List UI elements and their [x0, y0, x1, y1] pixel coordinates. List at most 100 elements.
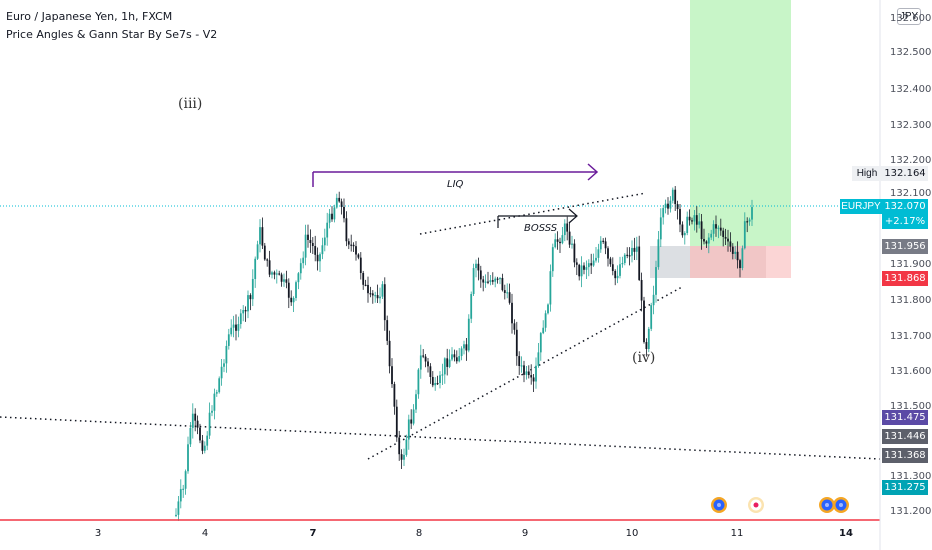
candle-body [328, 213, 331, 223]
candle-body [731, 246, 734, 254]
price-label: 131.500 [890, 401, 932, 412]
candle-body [362, 272, 365, 285]
price-label: 132.200 [890, 155, 932, 166]
candle-body [309, 239, 312, 244]
candle-body [263, 245, 266, 260]
long-trendline[interactable] [0, 416, 881, 460]
candle-body [367, 284, 369, 294]
indicator-title[interactable]: Price Angles & Gann Star By Se7s - V2 [6, 28, 218, 41]
candle-body [237, 324, 240, 331]
high-price-tag: 132.164 [882, 166, 928, 181]
upper-wedge-line[interactable] [419, 192, 647, 235]
candle-body [623, 254, 626, 264]
time-label: 14 [839, 528, 853, 539]
candle-body [477, 263, 480, 271]
candle-body [381, 284, 384, 297]
candle-body [424, 356, 427, 362]
candle-body [201, 440, 204, 451]
candle-body [199, 427, 201, 441]
candle-body [710, 233, 713, 238]
candle-body [494, 278, 497, 282]
stop-zone-edge [766, 246, 791, 278]
candle-body [177, 501, 180, 515]
candle-body [297, 273, 300, 283]
candle-body [599, 240, 602, 250]
candle-body [280, 274, 283, 282]
candle-body [345, 218, 348, 242]
bosss-arrow[interactable] [497, 208, 578, 228]
candle-body [398, 437, 401, 455]
candle-body [559, 241, 561, 244]
candle-body [376, 295, 379, 299]
candle-body [374, 295, 377, 297]
candle-body [537, 352, 540, 366]
candle-body [693, 215, 696, 222]
candle-body [451, 354, 453, 360]
price-label: 132.600 [890, 13, 932, 24]
candle-body [590, 263, 593, 266]
candle-body [383, 284, 386, 321]
candle-body [556, 239, 559, 242]
candle-body [410, 419, 413, 424]
candle-body [657, 239, 660, 268]
liq-label: LIQ [447, 179, 464, 190]
candle-body [659, 217, 662, 240]
candle-body [751, 207, 753, 220]
candle-body [563, 223, 566, 236]
candle-body [573, 243, 576, 263]
high-label: High [852, 166, 882, 181]
candle-body [311, 243, 314, 247]
candle-body [273, 272, 276, 275]
candle-body [604, 241, 607, 249]
candle-body [626, 254, 629, 256]
price-tag: 131.475 [882, 410, 928, 425]
candle-body [647, 328, 650, 350]
liq-arrow[interactable] [312, 163, 599, 187]
currency-button[interactable]: JPY [897, 8, 921, 25]
candle-body [679, 209, 681, 225]
time-label: 8 [415, 528, 423, 539]
candle-body [743, 221, 746, 249]
candle-body [422, 355, 425, 357]
candle-body [518, 356, 521, 366]
candle-body [458, 356, 461, 362]
candle-body [551, 247, 554, 272]
candle-body [741, 248, 744, 269]
candle-body [235, 324, 237, 331]
candle-body [515, 329, 518, 357]
candle-body [664, 203, 667, 209]
candle-body [650, 305, 653, 329]
candle-body [191, 413, 194, 428]
candle-body [549, 271, 552, 305]
candle-body [220, 366, 223, 379]
candle-body [278, 273, 281, 275]
candlestick-series[interactable] [175, 186, 753, 521]
symbol-tag: EURJPY [840, 199, 882, 214]
candle-body [487, 281, 489, 283]
calendar-event-icon[interactable] [819, 497, 835, 513]
calendar-event-icon[interactable] [833, 497, 849, 513]
candle-body [187, 444, 189, 472]
candle-body [225, 345, 228, 364]
candle-body [335, 197, 338, 208]
calendar-event-icon[interactable] [748, 497, 764, 513]
price-label: 132.300 [890, 120, 932, 131]
calendar-event-icon[interactable] [711, 497, 727, 513]
candle-body [343, 206, 345, 219]
candle-body [542, 327, 545, 334]
symbol-title[interactable]: Euro / Japanese Yen, 1h, FXCM [6, 10, 173, 23]
candle-body [340, 201, 343, 207]
candle-body [621, 263, 624, 265]
candle-body [403, 454, 405, 460]
candle-body [523, 365, 525, 375]
candle-body [616, 275, 619, 279]
candle-body [316, 254, 319, 262]
candle-body [275, 273, 278, 275]
candle-body [350, 244, 353, 246]
price-label: 132.400 [890, 84, 932, 95]
time-label: 7 [309, 528, 317, 539]
candle-body [734, 251, 737, 254]
candle-body [578, 264, 581, 277]
candle-body [717, 227, 720, 229]
